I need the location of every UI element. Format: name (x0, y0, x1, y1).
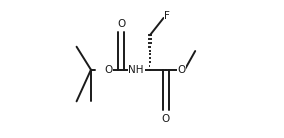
Text: F: F (164, 11, 170, 21)
Text: O: O (104, 65, 112, 75)
Text: NH: NH (128, 65, 144, 75)
Text: O: O (162, 114, 170, 124)
Text: O: O (117, 19, 125, 29)
Text: O: O (178, 65, 186, 75)
